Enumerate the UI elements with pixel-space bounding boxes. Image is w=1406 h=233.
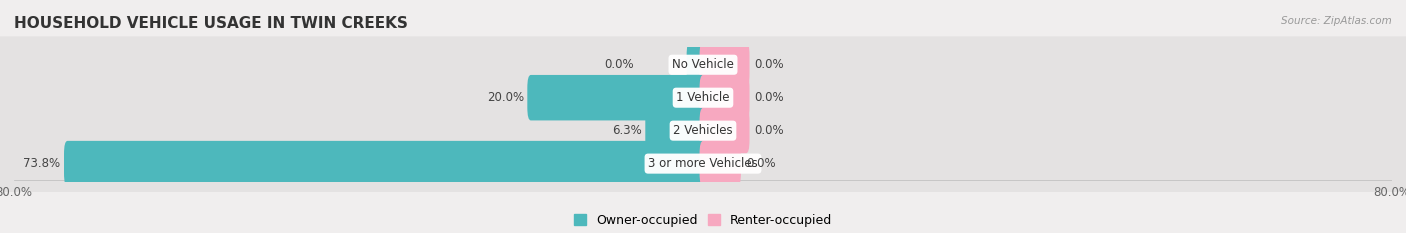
- FancyBboxPatch shape: [65, 141, 706, 186]
- FancyBboxPatch shape: [0, 36, 1406, 93]
- FancyBboxPatch shape: [700, 141, 741, 186]
- FancyBboxPatch shape: [645, 108, 706, 153]
- Text: 0.0%: 0.0%: [755, 124, 785, 137]
- FancyBboxPatch shape: [0, 69, 1406, 126]
- FancyBboxPatch shape: [0, 102, 1406, 159]
- Text: 2 Vehicles: 2 Vehicles: [673, 124, 733, 137]
- Text: 6.3%: 6.3%: [612, 124, 643, 137]
- Text: 0.0%: 0.0%: [747, 157, 776, 170]
- Text: 3 or more Vehicles: 3 or more Vehicles: [648, 157, 758, 170]
- Legend: Owner-occupied, Renter-occupied: Owner-occupied, Renter-occupied: [574, 214, 832, 227]
- Text: No Vehicle: No Vehicle: [672, 58, 734, 71]
- Text: 20.0%: 20.0%: [486, 91, 524, 104]
- Text: HOUSEHOLD VEHICLE USAGE IN TWIN CREEKS: HOUSEHOLD VEHICLE USAGE IN TWIN CREEKS: [14, 16, 408, 31]
- Text: 0.0%: 0.0%: [755, 58, 785, 71]
- FancyBboxPatch shape: [700, 108, 749, 153]
- Text: 0.0%: 0.0%: [605, 58, 634, 71]
- FancyBboxPatch shape: [700, 75, 749, 120]
- Text: 73.8%: 73.8%: [24, 157, 60, 170]
- FancyBboxPatch shape: [686, 42, 706, 87]
- Text: Source: ZipAtlas.com: Source: ZipAtlas.com: [1281, 16, 1392, 26]
- Text: 1 Vehicle: 1 Vehicle: [676, 91, 730, 104]
- Text: 0.0%: 0.0%: [755, 91, 785, 104]
- FancyBboxPatch shape: [700, 42, 749, 87]
- FancyBboxPatch shape: [527, 75, 706, 120]
- FancyBboxPatch shape: [0, 135, 1406, 192]
